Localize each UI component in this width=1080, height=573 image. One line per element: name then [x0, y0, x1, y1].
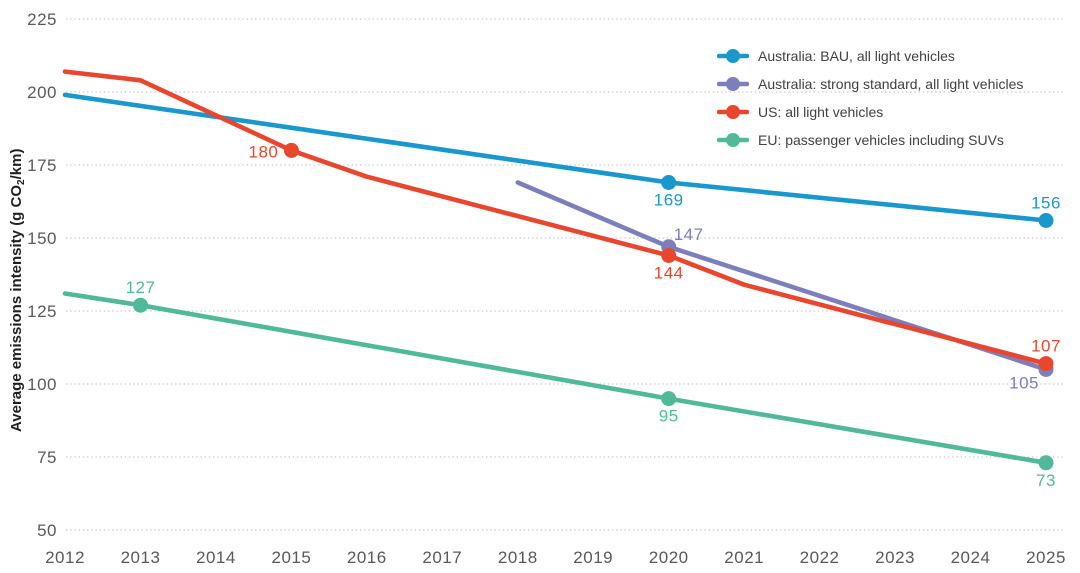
legend-label: Australia: strong standard, all light ve… — [758, 75, 1024, 92]
data-point-label-australia-bau-all-light-vehicles-2020: 169 — [654, 191, 684, 210]
y-axis-title-text: Average emissions intensity (g CO — [8, 184, 25, 432]
legend-label: EU: passenger vehicles including SUVs — [758, 131, 1004, 148]
x-axis-tick-label-2020: 2020 — [649, 548, 689, 567]
legend-marker-dot — [726, 132, 740, 147]
legend-line-dot-marker — [717, 132, 749, 147]
y-axis-tick-label-125: 125 — [27, 302, 57, 321]
data-point-label-eu-passenger-vehicles-including-suvs-2020: 95 — [659, 407, 679, 426]
data-point-dot-eu-passenger-vehicles-including-suvs-2025 — [1038, 455, 1054, 471]
x-axis-tick-label-2024: 2024 — [951, 548, 991, 567]
y-axis-tick-label-50: 50 — [37, 521, 57, 540]
data-point-dot-eu-passenger-vehicles-including-suvs-2020 — [661, 391, 677, 407]
x-axis-tick-label-2015: 2015 — [271, 548, 311, 567]
y-axis-title: Average emissions intensity (g CO2/km) — [8, 149, 27, 432]
legend-line-dot-marker — [717, 76, 749, 91]
data-point-dot-us-all-light-vehicles-2015 — [283, 142, 299, 158]
legend-item-australia-bau-all-light-vehicles: Australia: BAU, all light vehicles — [717, 45, 1023, 66]
series-line-eu-passenger-vehicles-including-suvs — [62, 291, 1049, 466]
x-axis-tick-label-2017: 2017 — [422, 548, 462, 567]
data-point-label-australia-strong-standard-all-light-vehicles-2020: 147 — [674, 225, 704, 244]
legend-marker-dot — [726, 104, 740, 119]
x-axis-tick-label-2016: 2016 — [347, 548, 387, 567]
data-point-label-eu-passenger-vehicles-including-suvs-2013: 127 — [126, 278, 156, 297]
legend-marker-dot — [726, 76, 740, 91]
y-axis-tick-label-75: 75 — [37, 448, 57, 467]
legend-line-dot-marker — [717, 104, 749, 119]
data-point-label-us-all-light-vehicles-2020: 144 — [654, 264, 684, 283]
data-point-label-australia-strong-standard-all-light-vehicles-2025: 105 — [1009, 373, 1039, 392]
data-point-label-us-all-light-vehicles-2015: 180 — [249, 142, 279, 161]
x-axis-tick-label-2018: 2018 — [498, 548, 538, 567]
data-point-label-eu-passenger-vehicles-including-suvs-2025: 73 — [1036, 471, 1056, 490]
series-line-us-all-light-vehicles — [62, 69, 1049, 366]
x-axis-tick-label-2014: 2014 — [196, 548, 236, 567]
x-axis-tick-label-2025: 2025 — [1026, 548, 1066, 567]
x-axis-tick-label-2012: 2012 — [45, 548, 85, 567]
chart-legend: Australia: BAU, all light vehicles Austra… — [717, 45, 1023, 150]
legend-line-dot-marker — [717, 48, 749, 63]
x-axis-tick-label-2013: 2013 — [121, 548, 161, 567]
y-axis-tick-label-200: 200 — [27, 83, 57, 102]
y-axis-title-subscript: 2 — [16, 179, 27, 185]
x-axis-tick-label-2021: 2021 — [724, 548, 764, 567]
data-point-label-australia-bau-all-light-vehicles-2025: 156 — [1031, 194, 1061, 213]
y-axis-tick-label-225: 225 — [27, 10, 57, 29]
y-axis-tick-label-175: 175 — [27, 156, 57, 175]
legend-marker-dot — [726, 48, 740, 63]
legend-item-eu-passenger-vehicles-including-suvs: EU: passenger vehicles including SUVs — [717, 129, 1023, 150]
data-point-dot-us-all-light-vehicles-2025 — [1038, 356, 1054, 372]
legend-label: US: all light vehicles — [758, 103, 884, 120]
legend-label: Australia: BAU, all light vehicles — [758, 47, 955, 64]
data-point-dot-eu-passenger-vehicles-including-suvs-2013 — [133, 297, 148, 313]
y-axis-tick-label-150: 150 — [27, 229, 57, 248]
data-point-label-us-all-light-vehicles-2025: 107 — [1031, 337, 1061, 356]
data-point-dot-australia-bau-all-light-vehicles-2020 — [661, 175, 677, 190]
y-axis-title-unit: /km) — [8, 148, 25, 180]
data-point-dot-us-all-light-vehicles-2020 — [661, 248, 677, 263]
data-point-dot-australia-bau-all-light-vehicles-2025 — [1038, 213, 1054, 228]
legend-item-australia-strong-standard-all-light-vehicles: Australia: strong standard, all light ve… — [717, 73, 1023, 94]
legend-item-us-all-light-vehicles: US: all light vehicles — [717, 101, 1023, 122]
y-axis-tick-label-100: 100 — [27, 375, 57, 394]
x-axis-tick-label-2019: 2019 — [573, 548, 613, 567]
x-axis-tick-label-2022: 2022 — [800, 548, 840, 567]
x-axis-tick-label-2023: 2023 — [875, 548, 915, 567]
